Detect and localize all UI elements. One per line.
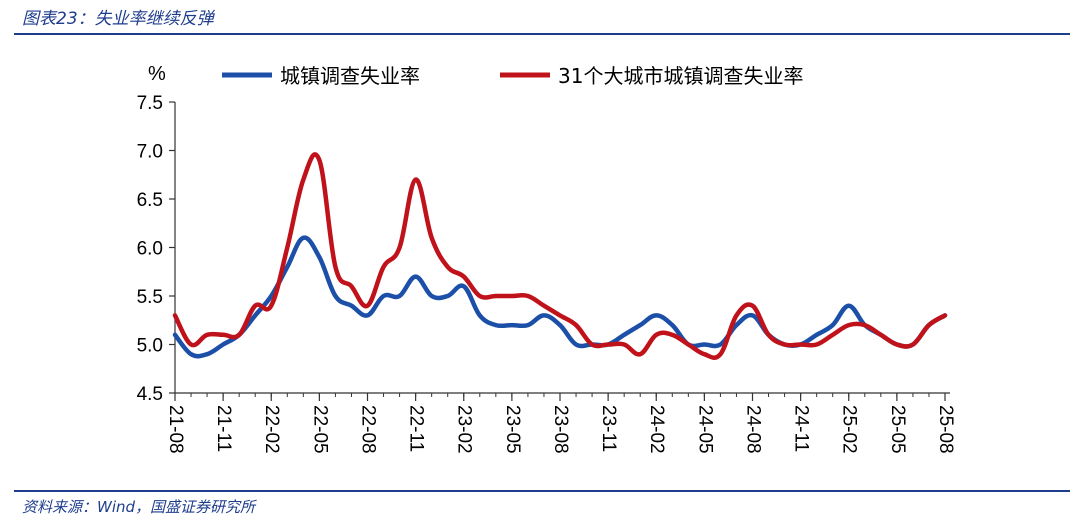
y-axis-unit: % [148,63,166,85]
y-tick-label: 5.0 [137,336,163,357]
title-rule [14,33,1070,35]
figure-source: 资料来源：Wind，国盛证券研究所 [22,498,256,516]
series-line-urban [172,235,948,359]
y-tick-label: 6.0 [137,239,163,260]
figure-title: 图表23：失业率继续反弹 [22,9,214,29]
x-tick-label: 24-11 [791,405,812,452]
y-tick-label: 6.5 [137,190,163,211]
y-tick-label: 7.5 [137,93,163,114]
y-tick-label: 4.5 [137,384,163,405]
x-tick-label: 22-11 [406,405,427,452]
source-rule [14,490,1070,492]
x-tick-label: 24-05 [694,405,715,454]
series-layer [172,152,948,360]
x-tick-label: 23-11 [598,405,619,452]
y-tick-label: 5.5 [137,287,163,308]
x-tick-label: 22-05 [309,405,330,454]
legend-label-31city: 31个大城市城镇调查失业率 [558,64,803,88]
x-tick-label: 23-08 [550,405,571,454]
x-tick-label: 21-11 [213,405,234,452]
x-tick-label: 25-08 [935,405,956,454]
legend: 城镇调查失业率 31个大城市城镇调查失业率 [222,64,803,88]
x-tick-label: 25-02 [839,405,860,454]
series-line-31city [172,152,948,360]
x-tick-label: 25-05 [887,405,908,454]
x-tick-label: 24-02 [646,405,667,454]
x-tick-label: 22-08 [357,405,378,454]
axes: 4.5 5.0 5.5 6.0 6.5 7.0 7.5 21-08 21-11 22-02 22-0… [137,93,956,454]
x-tick-label: 24-08 [742,405,763,454]
x-tick-label: 23-05 [502,405,523,454]
x-tick-label: 21-08 [165,405,186,454]
x-tick-label: 22-02 [261,405,282,454]
x-tick-label: 23-02 [454,405,475,454]
y-tick-label: 7.0 [137,142,163,163]
legend-label-urban: 城镇调查失业率 [280,64,420,88]
